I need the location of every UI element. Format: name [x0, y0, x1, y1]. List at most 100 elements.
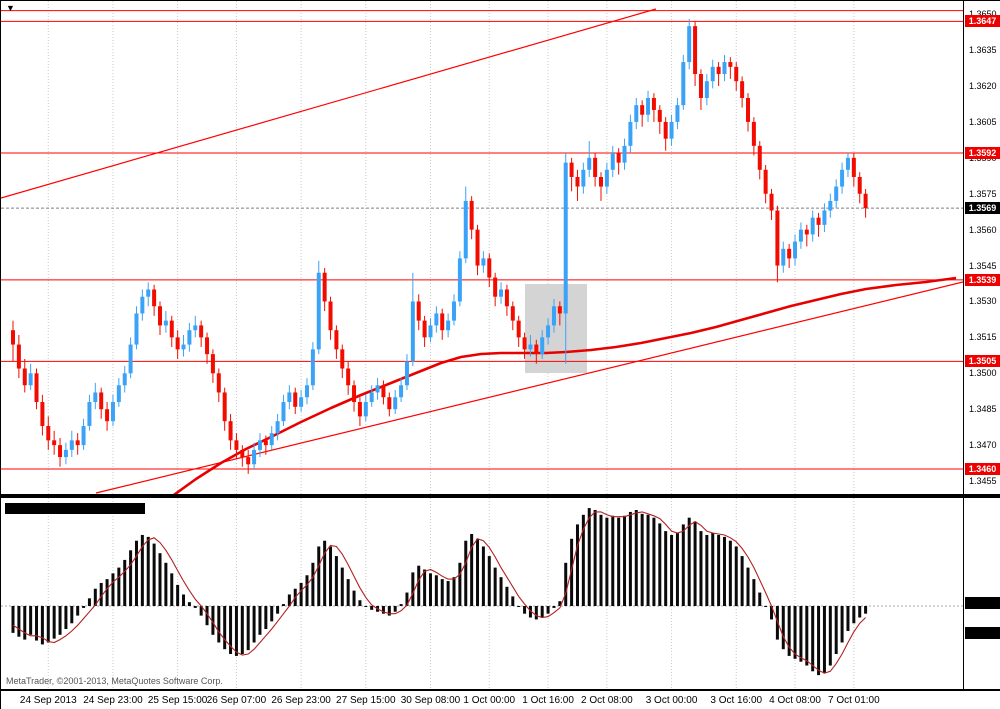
histogram-bar	[193, 606, 197, 608]
indicator-legend-bar[interactable]	[5, 503, 145, 514]
bear-candle	[169, 320, 174, 338]
bull-candle	[434, 313, 439, 326]
bear-candle	[663, 121, 668, 139]
oscillator-histogram-canvas[interactable]	[1, 498, 963, 690]
histogram-bar	[99, 582, 103, 606]
histogram-bar	[29, 606, 33, 635]
signal-line[interactable]	[12, 511, 866, 674]
histogram-bar	[158, 553, 162, 606]
bear-candle	[763, 169, 768, 194]
histogram-bar	[23, 606, 27, 640]
bull-candle	[634, 105, 639, 122]
histogram-bar	[764, 606, 768, 607]
bear-candle	[328, 301, 333, 331]
bear-candle	[775, 210, 780, 266]
bull-candle	[69, 440, 74, 450]
histogram-bar	[323, 540, 327, 606]
bear-candle	[228, 421, 233, 441]
price-tick-label: 1.3485	[969, 404, 997, 415]
bull-candle	[281, 402, 286, 422]
bull-candle	[452, 301, 456, 321]
bear-candle	[240, 449, 245, 458]
bull-candle	[834, 186, 839, 201]
histogram-bar	[287, 594, 291, 606]
histogram-bar	[758, 592, 762, 606]
trendline[interactable]	[95, 281, 963, 494]
histogram-bar	[634, 510, 638, 606]
time-axis-label: 4 Oct 08:00	[769, 695, 821, 706]
time-axis-label: 1 Oct 16:00	[522, 695, 574, 706]
histogram-bar	[546, 606, 550, 614]
histogram-bar	[111, 573, 115, 606]
bear-candle	[58, 445, 63, 458]
price-chart-area[interactable]: ▼	[1, 1, 963, 495]
time-axis-label: 24 Sep 2013	[19, 695, 77, 706]
bull-candle	[681, 62, 686, 106]
histogram-bar	[817, 606, 821, 676]
histogram-bar	[246, 606, 250, 651]
bear-candle	[557, 306, 562, 314]
bear-candle	[381, 385, 386, 398]
bear-candle	[569, 162, 574, 177]
histogram-bar	[446, 581, 450, 606]
histogram-bar	[258, 606, 262, 635]
price-scale[interactable]: 1.36501.36351.36201.36051.35901.35751.35…	[963, 1, 1000, 691]
histogram-bar	[11, 606, 15, 633]
candlestick-chart-canvas[interactable]	[1, 1, 963, 495]
price-tick-label: 1.3455	[969, 476, 997, 487]
histogram-bar	[528, 606, 532, 618]
bull-candle	[428, 325, 433, 338]
bear-candle	[46, 425, 51, 441]
bull-candle	[546, 325, 551, 338]
histogram-bar	[864, 606, 868, 614]
histogram-bar	[52, 606, 56, 639]
bear-candle	[152, 289, 157, 307]
bull-candle	[628, 121, 633, 146]
bear-candle	[422, 320, 427, 338]
price-tick-label: 1.3605	[969, 116, 997, 127]
histogram-bar	[40, 606, 44, 645]
bull-candle	[310, 349, 315, 386]
histogram-bar	[493, 567, 497, 606]
time-axis-label: 24 Sep 23:00	[83, 695, 143, 706]
bull-candle	[810, 217, 815, 235]
histogram-bar	[481, 546, 485, 606]
price-tick-label: 1.3575	[969, 188, 997, 199]
moving-average-line[interactable]	[171, 276, 957, 495]
histogram-bar	[464, 540, 468, 606]
histogram-bar	[182, 594, 186, 606]
bear-candle	[816, 217, 821, 225]
bear-candle	[322, 272, 327, 302]
bull-candle	[252, 449, 257, 465]
indicator-panel[interactable]: MetaTrader, ©2001-2013, MetaQuotes Softw…	[1, 498, 963, 690]
bear-candle	[651, 97, 656, 110]
bear-candle	[105, 409, 110, 422]
time-axis[interactable]: 24 Sep 2013 24 Sep 23:00 25 Sep 15:00 26 Se…	[1, 691, 1000, 709]
bull-candle	[87, 402, 92, 426]
bear-candle	[234, 440, 239, 450]
dropdown-triangle-icon[interactable]: ▼	[6, 3, 15, 13]
histogram-bar	[728, 540, 732, 606]
histogram-bar	[346, 579, 350, 606]
bull-candle	[81, 425, 86, 446]
bear-candle	[616, 153, 621, 163]
bear-candle	[246, 457, 251, 465]
histogram-bar	[211, 606, 215, 635]
histogram-bar	[822, 606, 826, 674]
histogram-bar	[176, 584, 180, 606]
histogram-bar	[687, 517, 691, 606]
bear-candle	[222, 392, 227, 422]
trendline[interactable]	[1, 8, 657, 199]
histogram-bar	[517, 606, 521, 607]
bull-candle	[499, 289, 504, 297]
histogram-bar	[670, 534, 674, 606]
time-axis-label: 27 Sep 15:00	[336, 695, 396, 706]
bull-candle	[122, 373, 127, 386]
panel-separator[interactable]	[1, 494, 1000, 498]
bull-candle	[193, 325, 198, 331]
selection-rectangle[interactable]	[525, 284, 587, 373]
price-level-badge: 1.3539	[965, 273, 1000, 286]
bull-candle	[128, 344, 133, 374]
histogram-bar	[558, 601, 562, 606]
histogram-bar	[852, 606, 856, 624]
